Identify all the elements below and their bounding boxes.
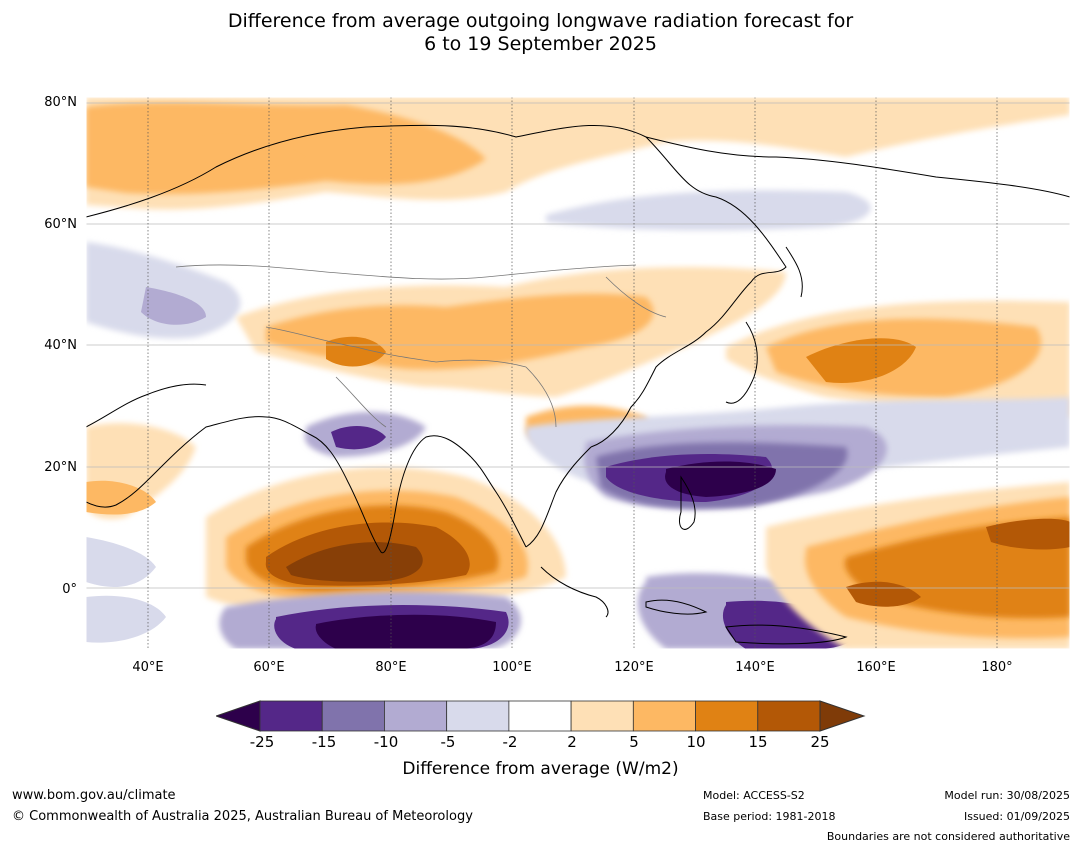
colorbar-tick: 15 bbox=[748, 733, 768, 751]
colorbar-title: Difference from average (W/m2) bbox=[402, 759, 679, 779]
lon-label-40e: 40°E bbox=[132, 660, 164, 675]
title-line-1: Difference from average outgoing longwav… bbox=[227, 10, 854, 32]
lon-label-100e: 100°E bbox=[492, 660, 532, 675]
lat-label-40n: 40°N bbox=[44, 338, 77, 353]
colorbar-bins bbox=[259, 700, 821, 732]
colorbar-bin bbox=[384, 700, 448, 732]
footer-url[interactable]: www.bom.gov.au/climate bbox=[12, 788, 176, 803]
colorbar-bin bbox=[695, 700, 759, 732]
country-borders bbox=[175, 264, 667, 428]
colorbar-bin bbox=[321, 700, 385, 732]
coastlines bbox=[86, 124, 1070, 645]
title-line-2: 6 to 19 September 2025 bbox=[424, 33, 657, 55]
footer-base-period: Base period: 1981-2018 bbox=[703, 810, 836, 823]
colorbar-tick: -10 bbox=[373, 733, 399, 751]
colorbar-bin bbox=[757, 700, 821, 732]
colorbar-tick: -15 bbox=[311, 733, 337, 751]
lon-label-140e: 140°E bbox=[735, 660, 775, 675]
colorbar-max-arrow bbox=[819, 700, 866, 732]
lon-label-80e: 80°E bbox=[375, 660, 407, 675]
footer-model: Model: ACCESS-S2 bbox=[703, 789, 805, 802]
footer-disclaimer: Boundaries are not considered authoritat… bbox=[826, 830, 1070, 843]
colorbar-tick: 25 bbox=[810, 733, 830, 751]
lon-label-180: 180° bbox=[981, 660, 1013, 675]
olr-anomaly-map bbox=[86, 97, 1070, 649]
map-canvas bbox=[86, 97, 1070, 649]
lon-label-120e: 120°E bbox=[614, 660, 654, 675]
colorbar-tick: 10 bbox=[686, 733, 706, 751]
lat-label-0: 0° bbox=[62, 582, 77, 597]
lat-label-80n: 80°N bbox=[44, 95, 77, 110]
footer-issued: Issued: 01/09/2025 bbox=[963, 810, 1070, 823]
map-title: Difference from average outgoing longwav… bbox=[0, 10, 1081, 56]
colorbar-tick: -25 bbox=[249, 733, 275, 751]
colorbar-tick: -5 bbox=[440, 733, 456, 751]
footer-model-run: Model run: 30/08/2025 bbox=[944, 789, 1070, 802]
colorbar-bin bbox=[570, 700, 634, 732]
colorbar-tick: -2 bbox=[502, 733, 518, 751]
lat-label-20n: 20°N bbox=[44, 460, 77, 475]
lat-label-60n: 60°N bbox=[44, 217, 77, 232]
colorbar-tick: 5 bbox=[629, 733, 639, 751]
lon-label-60e: 60°E bbox=[253, 660, 285, 675]
graticule bbox=[86, 97, 1070, 649]
colorbar-bin bbox=[508, 700, 572, 732]
colorbar-bin bbox=[259, 700, 323, 732]
colorbar bbox=[216, 700, 866, 732]
colorbar-min-arrow bbox=[216, 700, 261, 732]
colorbar-tick: 2 bbox=[567, 733, 577, 751]
colorbar-bin bbox=[446, 700, 510, 732]
lon-label-160e: 160°E bbox=[856, 660, 896, 675]
footer-copyright: © Commonwealth of Australia 2025, Austra… bbox=[12, 809, 473, 824]
colorbar-bin bbox=[632, 700, 696, 732]
